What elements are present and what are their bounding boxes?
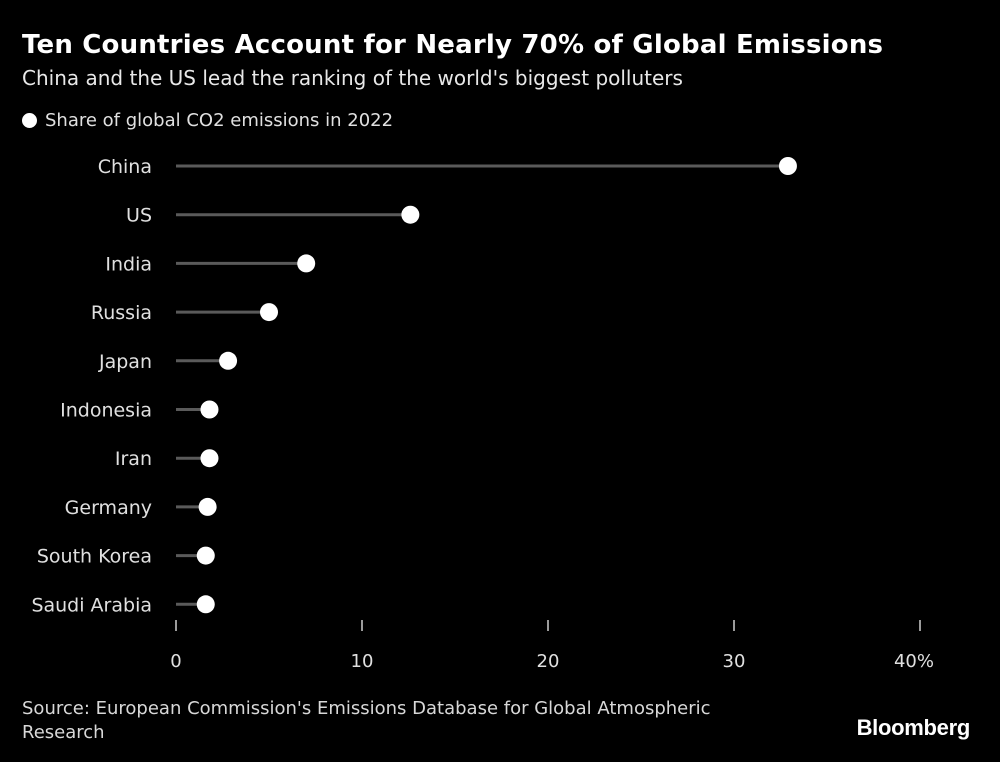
dot-china xyxy=(778,157,797,175)
category-label-china: China xyxy=(98,156,152,178)
x-tick-label-0: 0 xyxy=(170,651,181,672)
x-tick-label-20: 20 xyxy=(537,651,560,672)
category-label-russia: Russia xyxy=(91,302,152,324)
x-tick-label-10: 10 xyxy=(351,651,374,672)
x-tick-label-30: 30 xyxy=(723,651,746,672)
category-label-germany: Germany xyxy=(65,497,152,519)
dot-saudi-arabia xyxy=(196,595,215,614)
legend: Share of global CO2 emissions in 2022 xyxy=(22,110,393,131)
dot-russia xyxy=(260,303,278,322)
source-note: Source: European Commission's Emissions … xyxy=(22,698,711,743)
dot-iran xyxy=(200,449,219,468)
category-label-india: India xyxy=(105,253,152,275)
legend-dot-icon xyxy=(22,113,37,128)
dot-germany xyxy=(198,497,217,516)
dot-indonesia xyxy=(200,400,219,419)
category-label-us: US xyxy=(126,205,152,227)
category-label-iran: Iran xyxy=(115,448,152,470)
chart-subtitle: China and the US lead the ranking of the… xyxy=(22,66,683,90)
bloomberg-logo: Bloomberg xyxy=(856,715,971,740)
dot-japan xyxy=(219,351,238,370)
dot-south-korea xyxy=(196,546,215,565)
legend-label: Share of global CO2 emissions in 2022 xyxy=(45,110,394,131)
category-label-south-korea: South Korea xyxy=(37,546,152,568)
category-label-saudi-arabia: Saudi Arabia xyxy=(31,594,152,616)
x-tick-label-40: 40% xyxy=(894,651,934,672)
category-label-indonesia: Indonesia xyxy=(60,400,152,422)
dot-india xyxy=(297,254,316,273)
category-label-japan: Japan xyxy=(98,351,152,373)
dot-us xyxy=(401,205,420,224)
chart-title: Ten Countries Account for Nearly 70% of … xyxy=(22,30,884,60)
